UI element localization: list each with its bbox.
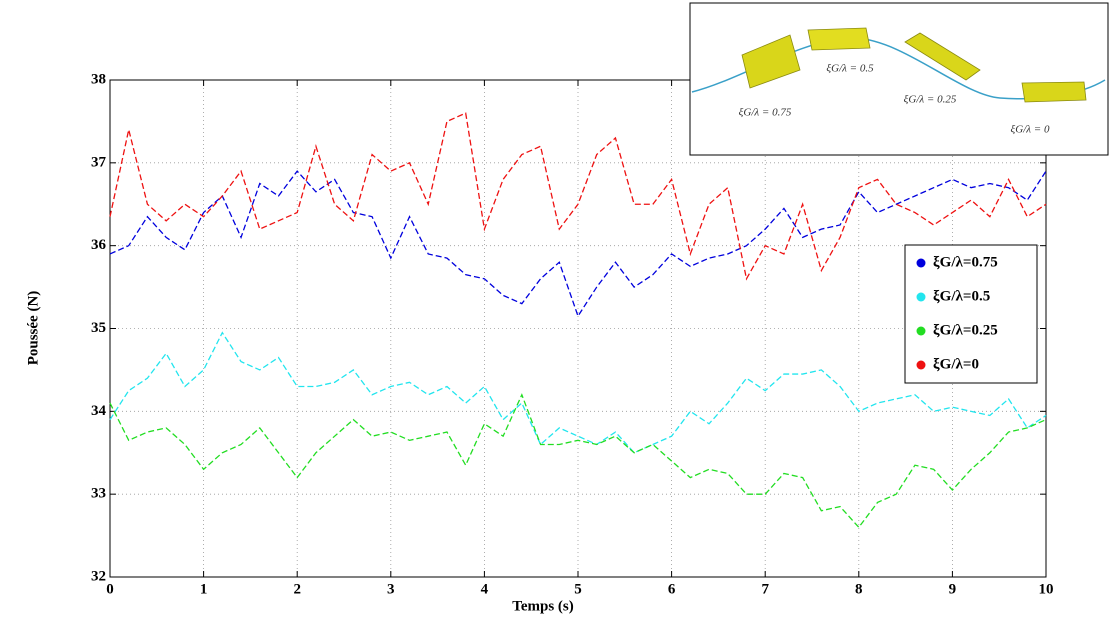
inset-block xyxy=(807,27,871,51)
y-tick-label: 32 xyxy=(91,568,106,584)
series-line xyxy=(109,393,1047,529)
legend-marker xyxy=(916,360,926,370)
y-tick-label: 36 xyxy=(91,237,107,253)
inset-block xyxy=(904,32,981,81)
legend: ξG/λ=0.75 ξG/λ=0.5 ξG/λ=0.25 ξG/λ=0 xyxy=(904,244,1038,384)
y-tick-label: 38 xyxy=(91,71,106,87)
inset-label: ξG/λ = 0 xyxy=(1011,124,1050,136)
y-tick-label: 33 xyxy=(91,486,106,502)
y-tick-label: 35 xyxy=(91,320,106,336)
x-tick-label: 5 xyxy=(574,581,582,597)
legend-label: ξG/λ=0.5 xyxy=(933,288,990,304)
x-tick-label: 9 xyxy=(949,581,957,597)
series-line xyxy=(109,170,1047,318)
x-tick-label: 2 xyxy=(293,581,301,597)
x-tick-label: 6 xyxy=(668,581,676,597)
x-tick-label: 3 xyxy=(387,581,395,597)
legend-label: ξG/λ=0.25 xyxy=(933,322,998,338)
x-tick-label: 7 xyxy=(761,581,769,597)
legend-marker xyxy=(916,326,926,336)
inset: ξG/λ = 0.75 ξG/λ = 0.5 ξG/λ = 0.25 ξG/λ = 0 xyxy=(689,2,1109,156)
axes-frame xyxy=(109,79,1047,578)
x-tick-label: 0 xyxy=(106,581,114,597)
inset-label: ξG/λ = 0.25 xyxy=(904,94,957,106)
inset-block xyxy=(1021,81,1087,103)
x-tick-label: 1 xyxy=(200,581,208,597)
legend-frame xyxy=(904,244,1038,384)
series-line xyxy=(109,112,1047,281)
x-tick-label: 4 xyxy=(481,581,489,597)
y-tick-label: 34 xyxy=(91,403,107,419)
x-axis-label: Temps (s) xyxy=(512,598,574,614)
y-tick-label: 37 xyxy=(91,154,107,170)
legend-label: ξG/λ=0.75 xyxy=(933,254,998,270)
x-tick-label: 10 xyxy=(1039,581,1054,597)
y-axis-label: Poussée (N) xyxy=(25,291,41,366)
legend-marker xyxy=(916,292,926,302)
legend-label: ξG/λ=0 xyxy=(933,356,979,372)
inset-label: ξG/λ = 0.75 xyxy=(739,107,792,119)
legend-marker xyxy=(916,258,926,268)
x-tick-label: 8 xyxy=(855,581,863,597)
inset-block xyxy=(741,34,801,89)
series-line xyxy=(109,331,1047,454)
inset-label: ξG/λ = 0.5 xyxy=(826,63,874,75)
